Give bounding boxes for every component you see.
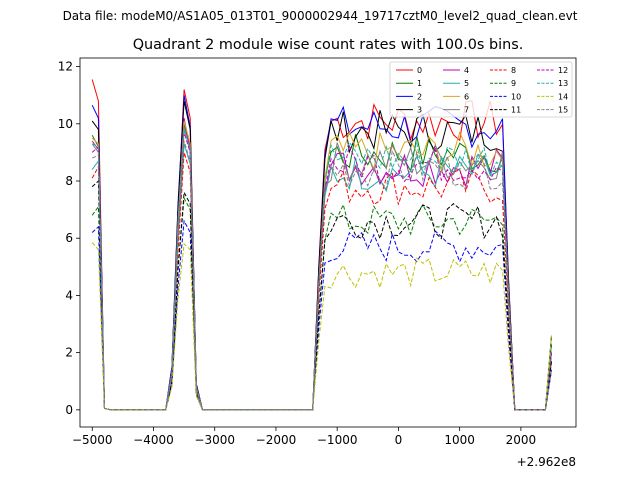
chart-suptitle: Data file: modeM0/AS1A05_013T01_90000029… — [63, 9, 578, 23]
legend-box — [389, 61, 573, 118]
series-line-14 — [91, 242, 552, 411]
axes-frame — [79, 57, 577, 428]
chart-title: Quadrant 2 module wise count rates with … — [133, 37, 524, 53]
legend-label-2: 2 — [417, 92, 422, 101]
y-tick-label: 0 — [65, 403, 73, 417]
y-tick-label: 4 — [65, 288, 73, 302]
ticks-layer: −5000 −4000 −3000 −2000 −1000 0 1000 2000 0 2 4 6 8 1… — [58, 60, 536, 447]
series-line-12 — [91, 132, 552, 411]
legend-label-13: 13 — [558, 79, 568, 88]
y-tick-label: 10 — [58, 117, 73, 131]
legend-label-15: 15 — [558, 106, 568, 115]
y-tick-label: 8 — [65, 174, 73, 188]
legend-label-9: 9 — [511, 79, 516, 88]
legend-label-8: 8 — [511, 66, 516, 75]
series-line-13 — [91, 129, 552, 411]
x-tick-label: −4000 — [133, 433, 174, 447]
legend-label-10: 10 — [511, 92, 521, 101]
x-tick-label: 0 — [395, 433, 403, 447]
series-line-6 — [91, 120, 552, 411]
legend-label-11: 11 — [511, 106, 521, 115]
legend-label-7: 7 — [464, 106, 469, 115]
legend-label-12: 12 — [558, 66, 568, 75]
legend-label-0: 0 — [417, 66, 422, 75]
series-layer — [91, 79, 552, 411]
y-tick-label: 6 — [65, 231, 73, 245]
x-tick-label: 2000 — [506, 433, 537, 447]
y-tick-label: 2 — [65, 346, 73, 360]
x-tick-label: −5000 — [72, 433, 113, 447]
x-tick-label: −2000 — [256, 433, 297, 447]
legend-label-6: 6 — [464, 92, 469, 101]
legend-label-4: 4 — [464, 66, 469, 75]
x-tick-label: −1000 — [317, 433, 358, 447]
x-tick-label: 1000 — [444, 433, 475, 447]
legend-label-14: 14 — [558, 92, 568, 101]
x-tick-label: −3000 — [194, 433, 235, 447]
legend-label-1: 1 — [417, 79, 422, 88]
legend-label-3: 3 — [417, 106, 422, 115]
series-line-11 — [91, 179, 552, 411]
series-line-15 — [91, 140, 552, 411]
series-line-7 — [91, 126, 552, 411]
legend-label-5: 5 — [464, 79, 469, 88]
y-tick-label: 12 — [58, 60, 73, 74]
plot-area: −5000 −4000 −3000 −2000 −1000 0 1000 2000 0 2 4 6 8 1… — [58, 57, 577, 447]
x-offset-text: +2.962e8 — [517, 455, 576, 469]
